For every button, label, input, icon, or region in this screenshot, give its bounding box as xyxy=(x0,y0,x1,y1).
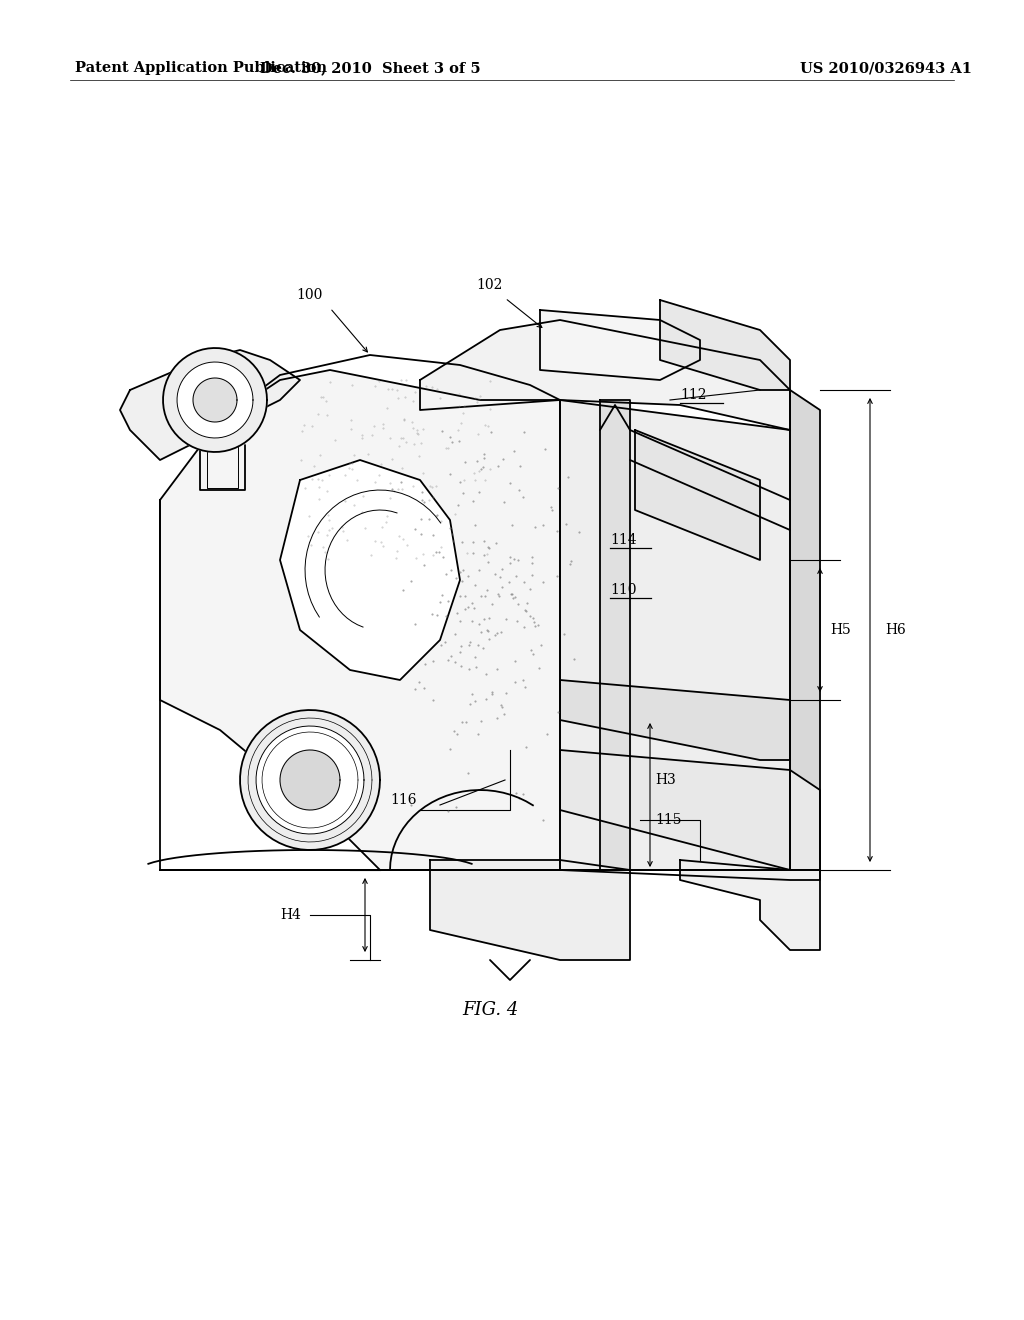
Text: H4: H4 xyxy=(280,908,301,921)
Polygon shape xyxy=(635,430,760,560)
Text: FIG. 4: FIG. 4 xyxy=(462,1001,518,1019)
Polygon shape xyxy=(560,680,790,760)
Text: 110: 110 xyxy=(610,583,637,597)
Text: 114: 114 xyxy=(610,533,637,546)
Text: 115: 115 xyxy=(655,813,682,828)
Polygon shape xyxy=(160,370,560,870)
Polygon shape xyxy=(560,400,790,870)
Text: 102: 102 xyxy=(477,279,503,292)
Text: US 2010/0326943 A1: US 2010/0326943 A1 xyxy=(800,61,972,75)
Text: H6: H6 xyxy=(885,623,906,638)
Polygon shape xyxy=(240,710,380,850)
Text: 100: 100 xyxy=(297,288,324,302)
Polygon shape xyxy=(194,378,237,422)
Polygon shape xyxy=(540,310,700,380)
Polygon shape xyxy=(660,300,790,389)
Text: H5: H5 xyxy=(830,623,851,638)
Polygon shape xyxy=(120,350,300,459)
Polygon shape xyxy=(177,362,253,438)
Text: 112: 112 xyxy=(680,388,707,403)
Text: 116: 116 xyxy=(390,793,417,807)
Polygon shape xyxy=(280,459,460,680)
Polygon shape xyxy=(680,861,820,950)
Polygon shape xyxy=(420,319,790,430)
Polygon shape xyxy=(280,750,340,810)
Polygon shape xyxy=(430,861,630,960)
Polygon shape xyxy=(790,389,820,870)
Text: H3: H3 xyxy=(655,774,676,787)
Text: Dec. 30, 2010  Sheet 3 of 5: Dec. 30, 2010 Sheet 3 of 5 xyxy=(260,61,480,75)
Polygon shape xyxy=(256,726,364,834)
Polygon shape xyxy=(560,750,820,870)
Polygon shape xyxy=(600,400,630,870)
Polygon shape xyxy=(163,348,267,451)
Text: Patent Application Publication: Patent Application Publication xyxy=(75,61,327,75)
